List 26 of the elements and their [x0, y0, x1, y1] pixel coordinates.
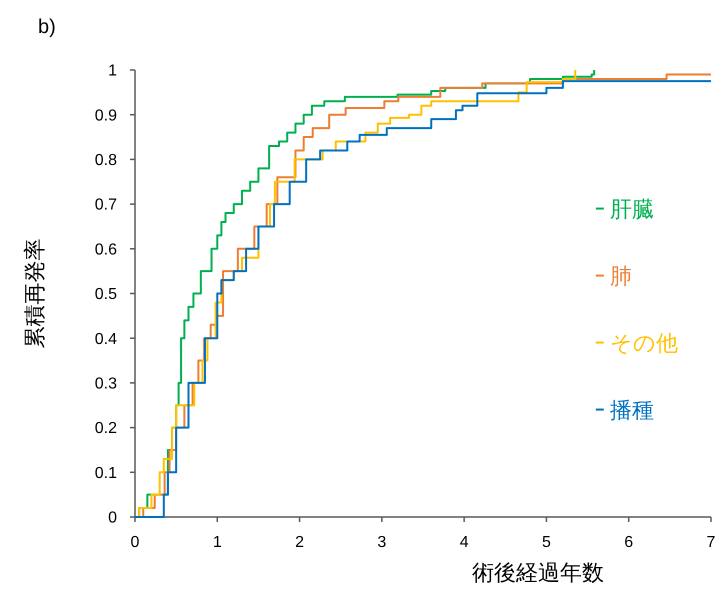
y-tick-label: 0.4 [94, 330, 118, 348]
y-tick-label: 0.2 [94, 420, 118, 438]
y-tick-label: 0 [108, 510, 118, 527]
chart-title: b) [38, 16, 56, 38]
y-tick-label: 0.1 [94, 464, 118, 482]
x-axis-title: 術後経過年数 [472, 560, 604, 585]
x-tick-label: 3 [377, 534, 386, 551]
x-tick-label: 0 [130, 534, 140, 551]
y-tick-label: 0.6 [94, 241, 118, 258]
legend-label: 播種 [610, 397, 654, 422]
legend-label: 肺 [610, 263, 632, 288]
legend-label: その他 [610, 330, 678, 356]
x-tick-label: 4 [460, 534, 469, 551]
legend-label: 肝臓 [610, 196, 654, 222]
y-tick-label: 0.9 [94, 107, 118, 124]
x-tick-label: 7 [706, 534, 716, 551]
y-tick-label: 0.5 [94, 286, 118, 304]
x-tick-label: 1 [212, 534, 222, 551]
y-tick-label: 1 [108, 62, 118, 80]
y-axis-title: 累積再発率 [22, 238, 47, 348]
y-tick-label: 0.7 [94, 196, 118, 214]
y-tick-label: 0.8 [94, 152, 118, 169]
x-tick-label: 6 [624, 534, 634, 551]
y-tick-label: 0.3 [94, 376, 118, 392]
x-tick-label: 2 [295, 534, 304, 551]
x-tick-label: 5 [542, 534, 551, 551]
